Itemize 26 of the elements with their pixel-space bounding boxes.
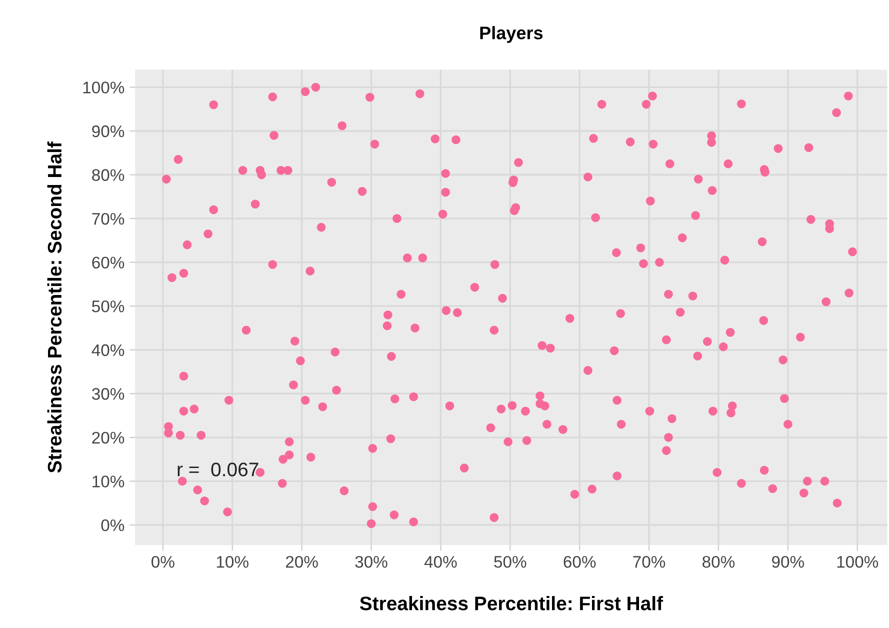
x-tick-label: 50%: [494, 556, 526, 568]
y-tick-label: 0%: [101, 519, 124, 532]
annotation: r = 0.067: [178, 462, 258, 476]
x-tick-label: 0%: [152, 556, 174, 568]
x-axis-title: Streakiness Percentile: First Half: [360, 596, 664, 610]
x-tick-label: 20%: [286, 556, 318, 568]
x-tick-label: 100%: [837, 556, 878, 568]
y-tick-label: 90%: [92, 125, 124, 138]
y-tick-label: 80%: [92, 169, 124, 181]
y-tick-label: 60%: [92, 256, 124, 269]
x-tick-label: 40%: [424, 556, 457, 568]
y-axis-title: Streakiness Percentile: Second Half: [47, 141, 62, 473]
x-tick-label: 90%: [772, 556, 804, 568]
x-tick-label: 60%: [564, 556, 596, 568]
x-tick-label: 80%: [702, 556, 735, 568]
y-tick-label: 10%: [92, 476, 124, 488]
y-tick-label: 50%: [92, 300, 124, 312]
y-tick-label: 20%: [92, 432, 124, 444]
chart-title: Players: [480, 26, 543, 43]
y-tick-label: 40%: [92, 344, 124, 356]
y-tick-label: 100%: [83, 82, 124, 94]
y-tick-label: 30%: [92, 388, 124, 400]
x-tick-label: 30%: [355, 556, 388, 568]
x-tick-label: 70%: [633, 556, 666, 568]
y-tick-label: 70%: [92, 212, 124, 225]
x-tick-label: 10%: [216, 556, 248, 568]
